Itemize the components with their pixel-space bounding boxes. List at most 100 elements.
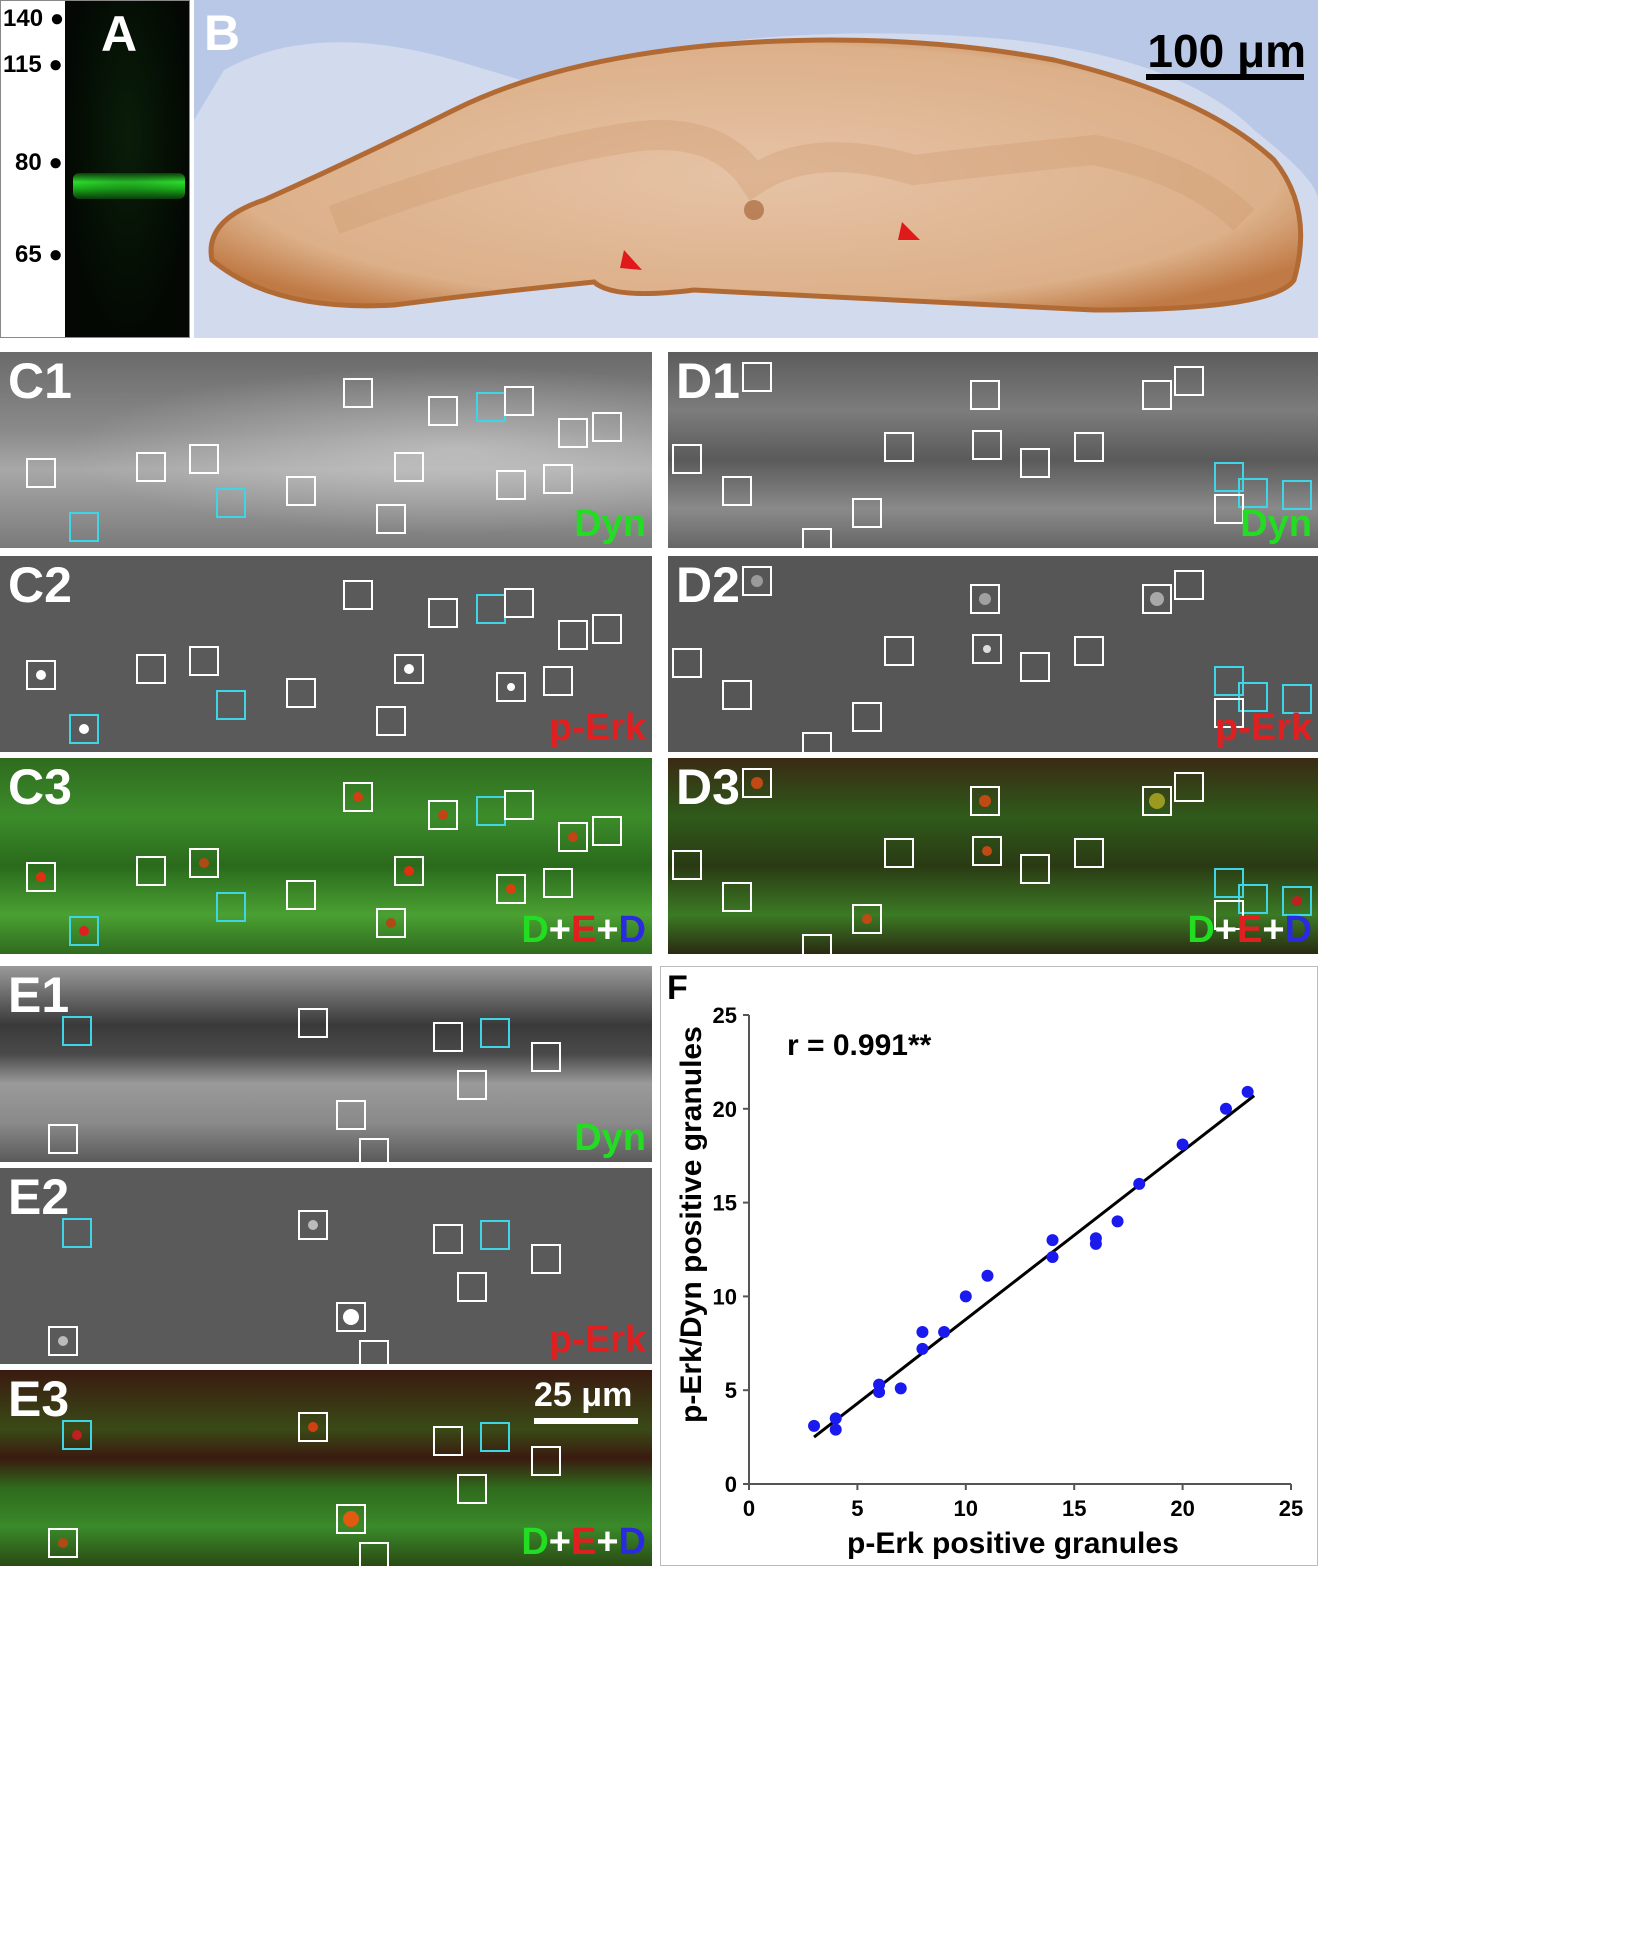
- roi-box: [476, 392, 506, 422]
- channel-label-dyn: Dyn: [1240, 503, 1312, 545]
- roi-box: [62, 1016, 92, 1046]
- roi-box: [852, 904, 882, 934]
- roi-box: [457, 1474, 487, 1504]
- roi-box: [136, 654, 166, 684]
- roi-box: [286, 678, 316, 708]
- merge-label: D+E+D: [521, 909, 646, 951]
- data-point: [808, 1419, 821, 1432]
- roi-box: [1142, 786, 1172, 816]
- roi-box: [1214, 666, 1244, 696]
- arrowhead-icon: [620, 250, 642, 270]
- data-point: [873, 1386, 886, 1399]
- roi-box: [428, 396, 458, 426]
- roi-box: [972, 634, 1002, 664]
- data-point: [981, 1269, 994, 1282]
- panel-c3-label: C3: [8, 759, 72, 815]
- roi-box: [376, 706, 406, 736]
- roi-box: [543, 666, 573, 696]
- roi-box: [1020, 652, 1050, 682]
- roi-box: [433, 1022, 463, 1052]
- data-point: [1133, 1177, 1146, 1190]
- y-tick-label: 20: [713, 1097, 737, 1122]
- roi-box: [1282, 886, 1312, 916]
- roi-box: [336, 1302, 366, 1332]
- roi-box: [136, 452, 166, 482]
- panel-d3: D3 D+E+D: [668, 758, 1318, 954]
- roi-box: [136, 856, 166, 886]
- roi-box: [884, 838, 914, 868]
- roi-box: [69, 714, 99, 744]
- panel-f-label: F: [667, 969, 688, 1007]
- roi-box: [476, 594, 506, 624]
- panel-e1-label: E1: [8, 967, 70, 1023]
- x-tick-label: 5: [851, 1496, 863, 1521]
- roi-box: [189, 646, 219, 676]
- y-tick-label: 15: [713, 1191, 737, 1216]
- y-tick-label: 0: [725, 1472, 737, 1497]
- roi-box: [428, 598, 458, 628]
- panel-d2-label: D2: [676, 557, 740, 613]
- panel-c1-label: C1: [8, 353, 72, 409]
- roi-box: [394, 452, 424, 482]
- roi-box: [1174, 772, 1204, 802]
- roi-box: [496, 470, 526, 500]
- roi-box: [359, 1542, 389, 1566]
- panel-a: A 140 ● 115 ● 80 ● 65 ●: [0, 0, 190, 338]
- marker-65: 65 ●: [15, 241, 63, 268]
- roi-box: [69, 512, 99, 542]
- roi-box: [433, 1224, 463, 1254]
- data-point: [1089, 1237, 1102, 1250]
- merge-label: D+E+D: [1187, 909, 1312, 951]
- roi-box: [359, 1340, 389, 1364]
- data-point: [916, 1342, 929, 1355]
- channel-label-p-erk: p-Erk: [1214, 707, 1312, 749]
- roi-box: [496, 672, 526, 702]
- x-tick-label: 15: [1062, 1496, 1086, 1521]
- roi-box: [1142, 584, 1172, 614]
- panel-e3-label: E3: [8, 1371, 70, 1427]
- data-point: [1046, 1234, 1059, 1247]
- roi-box: [480, 1018, 510, 1048]
- data-point: [938, 1326, 951, 1339]
- roi-box: [1238, 884, 1268, 914]
- x-tick-label: 20: [1170, 1496, 1194, 1521]
- panel-c1: C1 Dyn: [0, 352, 652, 548]
- data-point: [959, 1290, 972, 1303]
- roi-box: [1214, 868, 1244, 898]
- roi-box: [298, 1008, 328, 1038]
- roi-box: [1214, 698, 1244, 728]
- roi-box: [1074, 636, 1104, 666]
- roi-box: [504, 588, 534, 618]
- roi-box: [343, 580, 373, 610]
- roi-box: [1174, 570, 1204, 600]
- panel-c2: C2 p-Erk: [0, 556, 652, 752]
- roi-box: [336, 1100, 366, 1130]
- roi-box: [970, 786, 1000, 816]
- roi-box: [558, 822, 588, 852]
- channel-label-p-erk: p-Erk: [548, 1319, 646, 1361]
- roi-box: [672, 444, 702, 474]
- roi-box: [1174, 366, 1204, 396]
- roi-box: [742, 362, 772, 392]
- panel-c2-label: C2: [8, 557, 72, 613]
- data-point: [894, 1382, 907, 1395]
- roi-box: [722, 882, 752, 912]
- panel-c3: C3 D+E+D: [0, 758, 652, 954]
- x-tick-label: 10: [954, 1496, 978, 1521]
- roi-box: [543, 464, 573, 494]
- roi-box: [48, 1528, 78, 1558]
- roi-box: [480, 1422, 510, 1452]
- roi-box: [802, 934, 832, 954]
- roi-box: [672, 648, 702, 678]
- roi-box: [1214, 900, 1244, 930]
- roi-box: [722, 476, 752, 506]
- roi-box: [480, 1220, 510, 1250]
- roi-box: [884, 636, 914, 666]
- roi-box: [531, 1042, 561, 1072]
- roi-box: [972, 836, 1002, 866]
- roi-box: [189, 848, 219, 878]
- panel-b: B 100 μm: [194, 0, 1318, 338]
- roi-box: [852, 498, 882, 528]
- roi-box: [1282, 684, 1312, 714]
- roi-box: [504, 386, 534, 416]
